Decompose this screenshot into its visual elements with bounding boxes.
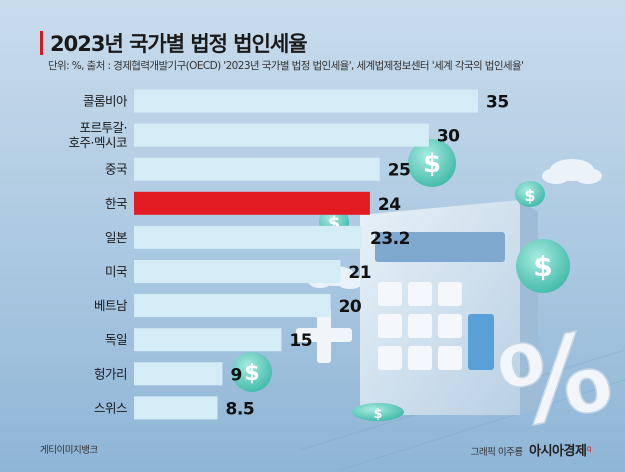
category-label: 헝가리 <box>94 366 127 381</box>
source-note: 단위: %, 출처 : 경제협력개발기구(OECD) '2023년 국가별 법정… <box>48 60 524 72</box>
category-label: 중국 <box>105 162 127 177</box>
bar <box>134 362 223 386</box>
bar <box>134 225 363 249</box>
dollar-coin-icon: $ <box>408 139 456 187</box>
value-label: 24 <box>378 195 401 215</box>
bar <box>134 294 331 318</box>
coin-symbol: $ <box>423 149 441 179</box>
value-label: 23.2 <box>370 229 410 249</box>
category-label: 콜롬비아 <box>83 94 128 109</box>
value-label: 25 <box>388 161 411 181</box>
dollar-coin-icon: $ <box>516 239 570 293</box>
dollar-coin-icon: $ <box>232 352 272 392</box>
value-label: 15 <box>289 331 312 351</box>
dollar-coin-icon: $ <box>352 403 404 422</box>
image-credit: 게티이미지뱅크 <box>40 445 98 456</box>
bar <box>134 396 218 420</box>
brand-logo: 아시아경제 <box>529 444 587 459</box>
coin-symbol: $ <box>244 361 259 386</box>
category-label: 베트남 <box>94 298 128 313</box>
category-label: 한국 <box>105 196 127 211</box>
category-label: 호주·멕시코 <box>69 135 127 150</box>
percent-icon: % <box>488 306 622 454</box>
chart-title: 2023년 국가별 법정 법인세율 <box>50 32 308 56</box>
bar <box>134 191 370 215</box>
value-label: 35 <box>486 93 509 113</box>
bar <box>134 123 429 147</box>
category-label: 일본 <box>105 230 127 245</box>
category-label: 스위스 <box>94 400 127 415</box>
category-label: 포르투갈· <box>80 120 127 135</box>
background-illustration: $ $ $ $ $ $ % <box>232 139 625 471</box>
bar <box>134 157 380 181</box>
value-label: 9 <box>230 365 241 385</box>
bar <box>134 89 478 113</box>
footer-credits: 그래픽 이주룡 아시아경제q <box>470 440 592 459</box>
coin-symbol: $ <box>373 407 382 422</box>
dollar-coin-icon: $ <box>515 181 545 207</box>
bar-group: 35 콜롬비아 30 포르투갈·호주·멕시코 25 중국 24 한국 23.2 일본 21 미국 20 베… <box>69 89 509 420</box>
coin-symbol: $ <box>524 186 535 205</box>
category-label: 독일 <box>105 332 127 347</box>
brand-mark: q <box>586 443 591 453</box>
bar <box>134 260 341 283</box>
graphic-credit: 그래픽 이주룡 <box>470 447 523 458</box>
coin-symbol: $ <box>533 250 552 283</box>
value-label: 20 <box>339 297 362 317</box>
title-accent-bar <box>40 31 43 55</box>
value-label: 8.5 <box>226 399 255 419</box>
value-label: 30 <box>437 127 460 147</box>
category-label: 미국 <box>105 264 127 279</box>
value-label: 21 <box>348 263 371 283</box>
bar <box>134 328 282 352</box>
